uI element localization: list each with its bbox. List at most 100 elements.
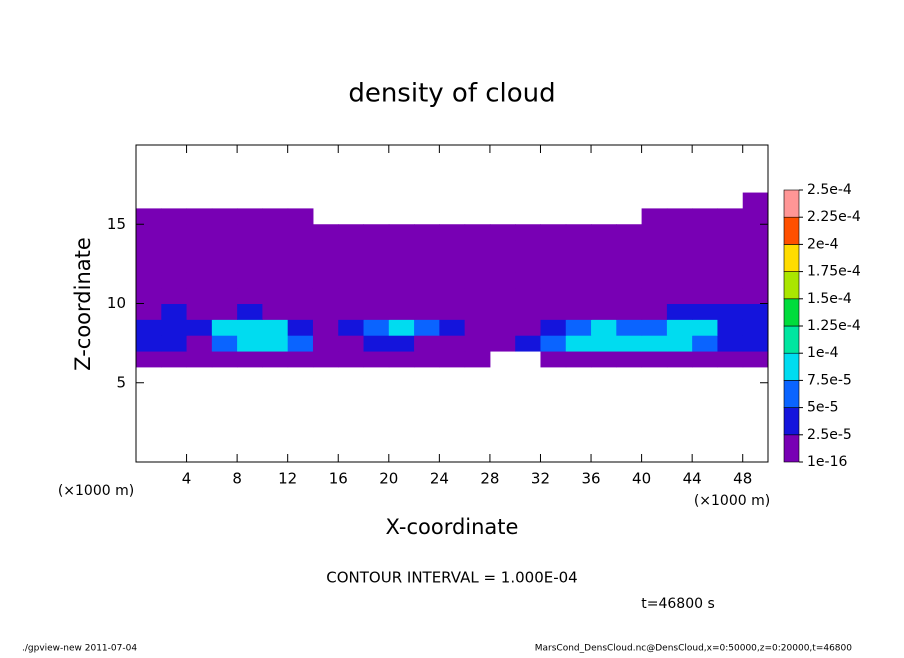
heat-cell: [464, 335, 491, 352]
heat-cell: [136, 255, 162, 273]
heat-cell: [565, 303, 592, 320]
footer-left: ./gpview-new 2011-07-04: [22, 644, 137, 654]
heat-cell: [388, 351, 415, 368]
heat-cell: [439, 335, 466, 352]
heat-cell: [338, 224, 365, 241]
heat-cell: [616, 319, 643, 336]
colorbar-segment: [783, 189, 800, 218]
heat-cell: [439, 255, 466, 273]
heat-cell: [489, 335, 516, 352]
heat-cell: [287, 303, 314, 320]
heat-cell: [692, 335, 718, 352]
heat-cell: [742, 287, 769, 304]
heat-cell: [262, 240, 289, 257]
heat-cell: [666, 319, 693, 336]
heat-cell: [439, 303, 466, 320]
heat-cell: [464, 240, 491, 257]
y-unit: (×1000 m): [58, 483, 134, 499]
heat-cell: [363, 255, 390, 273]
heat-cell: [211, 303, 238, 320]
heat-cell: [591, 303, 617, 320]
heat-cell: [186, 351, 213, 368]
y-tick-label: 15: [107, 215, 126, 233]
heat-cell: [692, 240, 718, 257]
heat-cell: [338, 255, 365, 273]
heat-cell: [439, 240, 466, 257]
heat-cell: [338, 303, 365, 320]
heat-cell: [641, 208, 668, 225]
heat-cell: [464, 224, 491, 241]
heat-cell: [262, 255, 289, 273]
x-tick-label: 32: [531, 470, 550, 488]
colorbar-label: 1e-16: [807, 454, 847, 470]
heat-cell: [515, 287, 541, 304]
heat-cell: [211, 335, 238, 352]
heat-cell: [186, 303, 213, 320]
heat-cell: [591, 319, 617, 336]
heat-cell: [338, 271, 365, 289]
heat-cell: [211, 287, 238, 304]
heat-cell: [591, 287, 617, 304]
heat-cell: [312, 224, 339, 241]
heat-cell: [211, 240, 238, 257]
heat-cell: [717, 287, 744, 304]
heat-cell: [616, 351, 643, 368]
heat-cell: [363, 303, 390, 320]
heat-cell: [540, 319, 567, 336]
heat-cell: [717, 240, 744, 257]
x-tick-label: 28: [480, 470, 499, 488]
heat-cell: [414, 287, 440, 304]
heat-cell: [186, 208, 213, 225]
heat-cell: [565, 255, 592, 273]
x-tick-label: 36: [581, 470, 600, 488]
colorbar-segment: [783, 352, 800, 381]
heat-cell: [237, 224, 263, 241]
heat-cell: [414, 224, 440, 241]
x-tick-label: 24: [430, 470, 449, 488]
heat-cell: [186, 255, 213, 273]
heat-cell: [186, 287, 213, 304]
heat-cell: [515, 271, 541, 289]
heat-cell: [262, 208, 289, 225]
heat-cell: [591, 271, 617, 289]
heat-cell: [338, 319, 365, 336]
heat-cell: [338, 351, 365, 368]
heat-cell: [616, 335, 643, 352]
heat-cell: [262, 335, 289, 352]
heat-cell: [666, 303, 693, 320]
colorbar-label: 1e-4: [807, 345, 839, 361]
x-tick-label: 44: [683, 470, 702, 488]
heat-cell: [464, 287, 491, 304]
heat-cell: [540, 351, 567, 368]
heat-cell: [464, 319, 491, 336]
heat-cell: [515, 255, 541, 273]
heat-cell: [666, 255, 693, 273]
heat-cell: [692, 319, 718, 336]
heat-cell: [312, 240, 339, 257]
heat-cell: [287, 240, 314, 257]
heat-cell: [515, 224, 541, 241]
colorbar-segment: [783, 298, 800, 327]
heat-cell: [161, 287, 188, 304]
heat-cell: [388, 319, 415, 336]
heat-cell: [717, 271, 744, 289]
heat-cell: [540, 255, 567, 273]
heat-cell: [489, 287, 516, 304]
heat-cell: [363, 224, 390, 241]
heat-cell: [692, 224, 718, 241]
heat-cell: [237, 303, 263, 320]
heat-cell: [540, 224, 567, 241]
heat-cell: [414, 255, 440, 273]
y-axis-label: Z-coordinate: [71, 237, 95, 371]
heat-cell: [742, 208, 769, 225]
footer-right: MarsCond_DensCloud.nc@DensCloud,x=0:5000…: [535, 644, 852, 654]
colorbar-label: 2.5e-5: [807, 427, 852, 443]
x-tick-label: 16: [329, 470, 348, 488]
heat-cell: [161, 208, 188, 225]
colorbar-label: 1.25e-4: [807, 318, 861, 334]
heat-cell: [287, 287, 314, 304]
heat-cell: [136, 208, 162, 225]
heat-cell: [489, 303, 516, 320]
heat-cell: [591, 335, 617, 352]
heat-cell: [211, 208, 238, 225]
